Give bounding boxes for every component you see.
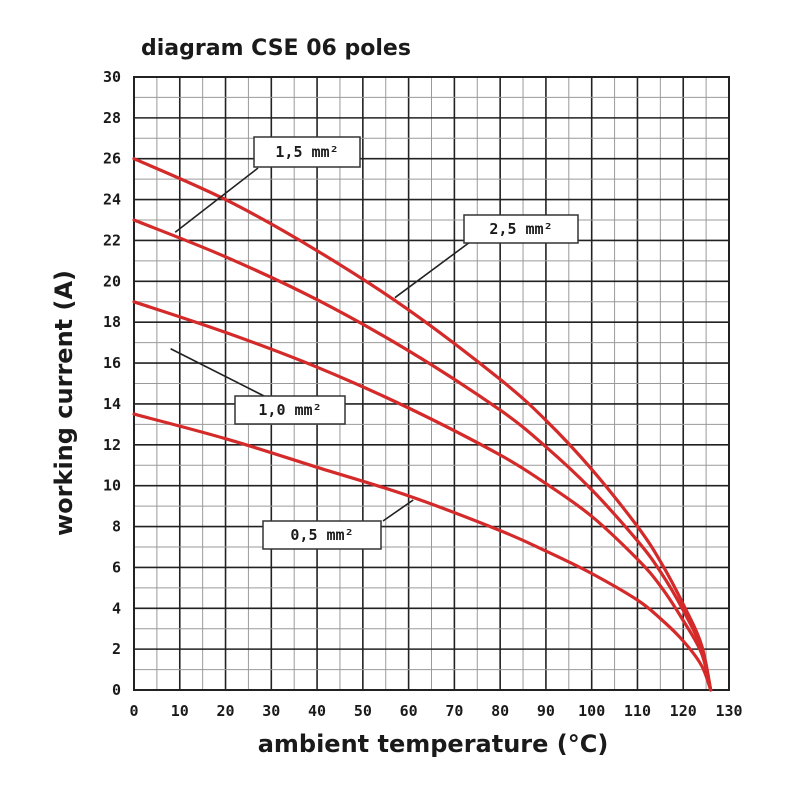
series-label-3: 1,0 mm² <box>258 401 321 419</box>
series-label-box-4 <box>262 520 382 550</box>
series-line-2 <box>132 218 713 692</box>
x-tick-label: 60 <box>400 702 418 720</box>
y-tick-label: 8 <box>112 518 121 536</box>
x-tick-label: 20 <box>217 702 235 720</box>
y-tick-label: 12 <box>103 436 121 454</box>
leader-line-4 <box>382 499 414 522</box>
y-tick-label: 2 <box>112 640 121 658</box>
series-line-1 <box>132 157 713 692</box>
y-tick-label: 24 <box>103 191 121 209</box>
chart-title: diagram CSE 06 poles <box>141 36 411 61</box>
y-tick-label: 26 <box>103 150 121 168</box>
leader-lines <box>170 167 471 522</box>
leader-line-1 <box>394 241 471 299</box>
x-tick-label: 30 <box>262 702 280 720</box>
series-labels: 2,5 mm² 1,5 mm² 1,0 mm² 0,5 mm² <box>234 136 579 550</box>
y-tick-label: 20 <box>103 272 121 290</box>
grid <box>133 76 730 691</box>
y-tick-label: 18 <box>103 313 121 331</box>
x-tick-label: 110 <box>624 702 651 720</box>
series-label-4: 0,5 mm² <box>290 526 353 544</box>
x-tick-label: 100 <box>578 702 605 720</box>
series-label-box-3 <box>234 395 346 425</box>
y-tick-label: 4 <box>112 599 121 617</box>
x-tick-label: 40 <box>308 702 326 720</box>
x-tick-label: 120 <box>670 702 697 720</box>
y-tick-label: 0 <box>112 681 121 699</box>
y-tick-label: 30 <box>103 68 121 86</box>
y-axis-title: working current (A) <box>50 270 78 536</box>
y-tick-label: 22 <box>103 231 121 249</box>
leader-line-2 <box>174 167 259 233</box>
y-tick-label: 28 <box>103 109 121 127</box>
leader-line-3 <box>170 348 269 399</box>
x-tick-label: 90 <box>537 702 555 720</box>
series-label-1: 2,5 mm² <box>489 220 552 238</box>
x-axis-ticks: 0 10 20 30 40 50 60 70 80 90 100 110 120 130 <box>129 702 742 720</box>
series-label-box-2 <box>253 136 361 168</box>
series-label-2: 1,5 mm² <box>275 143 338 161</box>
y-tick-label: 16 <box>103 354 121 372</box>
x-tick-label: 70 <box>445 702 463 720</box>
plot-frame <box>133 76 730 691</box>
x-tick-label: 130 <box>715 702 742 720</box>
series-line-4 <box>132 412 713 692</box>
x-tick-label: 50 <box>354 702 372 720</box>
y-tick-label: 14 <box>103 395 121 413</box>
y-tick-label: 6 <box>112 558 121 576</box>
x-tick-label: 80 <box>491 702 509 720</box>
y-tick-label: 10 <box>103 477 121 495</box>
series-label-box-1 <box>463 214 579 244</box>
series-group <box>132 157 713 692</box>
x-axis-title: ambient temperature (°C) <box>258 730 609 758</box>
x-tick-label: 0 <box>129 702 138 720</box>
series-line-3 <box>132 300 713 692</box>
x-tick-label: 10 <box>171 702 189 720</box>
